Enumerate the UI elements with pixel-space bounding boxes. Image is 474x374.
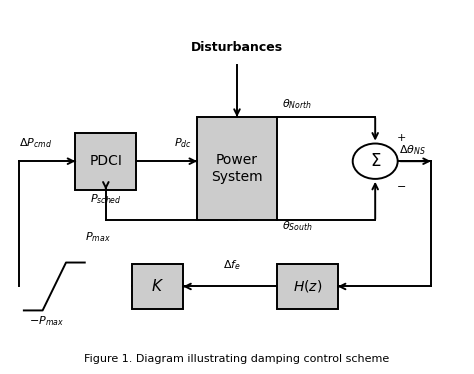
Text: $-P_{max}$: $-P_{max}$ <box>28 314 64 328</box>
Text: $\Delta f_{e}$: $\Delta f_{e}$ <box>223 258 241 272</box>
Text: $P_{sched}$: $P_{sched}$ <box>90 193 122 206</box>
Text: $\theta_{South}$: $\theta_{South}$ <box>282 219 312 233</box>
Text: $\theta_{North}$: $\theta_{North}$ <box>282 97 311 111</box>
Text: $H(z)$: $H(z)$ <box>292 279 322 294</box>
Text: $+$: $+$ <box>396 132 406 143</box>
Circle shape <box>353 144 398 179</box>
FancyBboxPatch shape <box>132 264 183 309</box>
FancyBboxPatch shape <box>277 264 337 309</box>
Text: $\Sigma$: $\Sigma$ <box>370 152 381 170</box>
Text: $\Delta\theta_{NS}$: $\Delta\theta_{NS}$ <box>399 143 426 157</box>
FancyBboxPatch shape <box>75 133 137 190</box>
Text: $P_{dc}$: $P_{dc}$ <box>174 137 191 150</box>
Text: $K$: $K$ <box>151 279 164 294</box>
Text: Disturbances: Disturbances <box>191 42 283 54</box>
Text: $-$: $-$ <box>396 180 406 190</box>
Text: PDCI: PDCI <box>90 154 122 168</box>
FancyBboxPatch shape <box>197 117 277 220</box>
Text: Power
System: Power System <box>211 153 263 184</box>
Text: $\Delta P_{cmd}$: $\Delta P_{cmd}$ <box>19 137 52 150</box>
Text: $P_{max}$: $P_{max}$ <box>85 230 110 244</box>
Text: Figure 1. Diagram illustrating damping control scheme: Figure 1. Diagram illustrating damping c… <box>84 354 390 364</box>
